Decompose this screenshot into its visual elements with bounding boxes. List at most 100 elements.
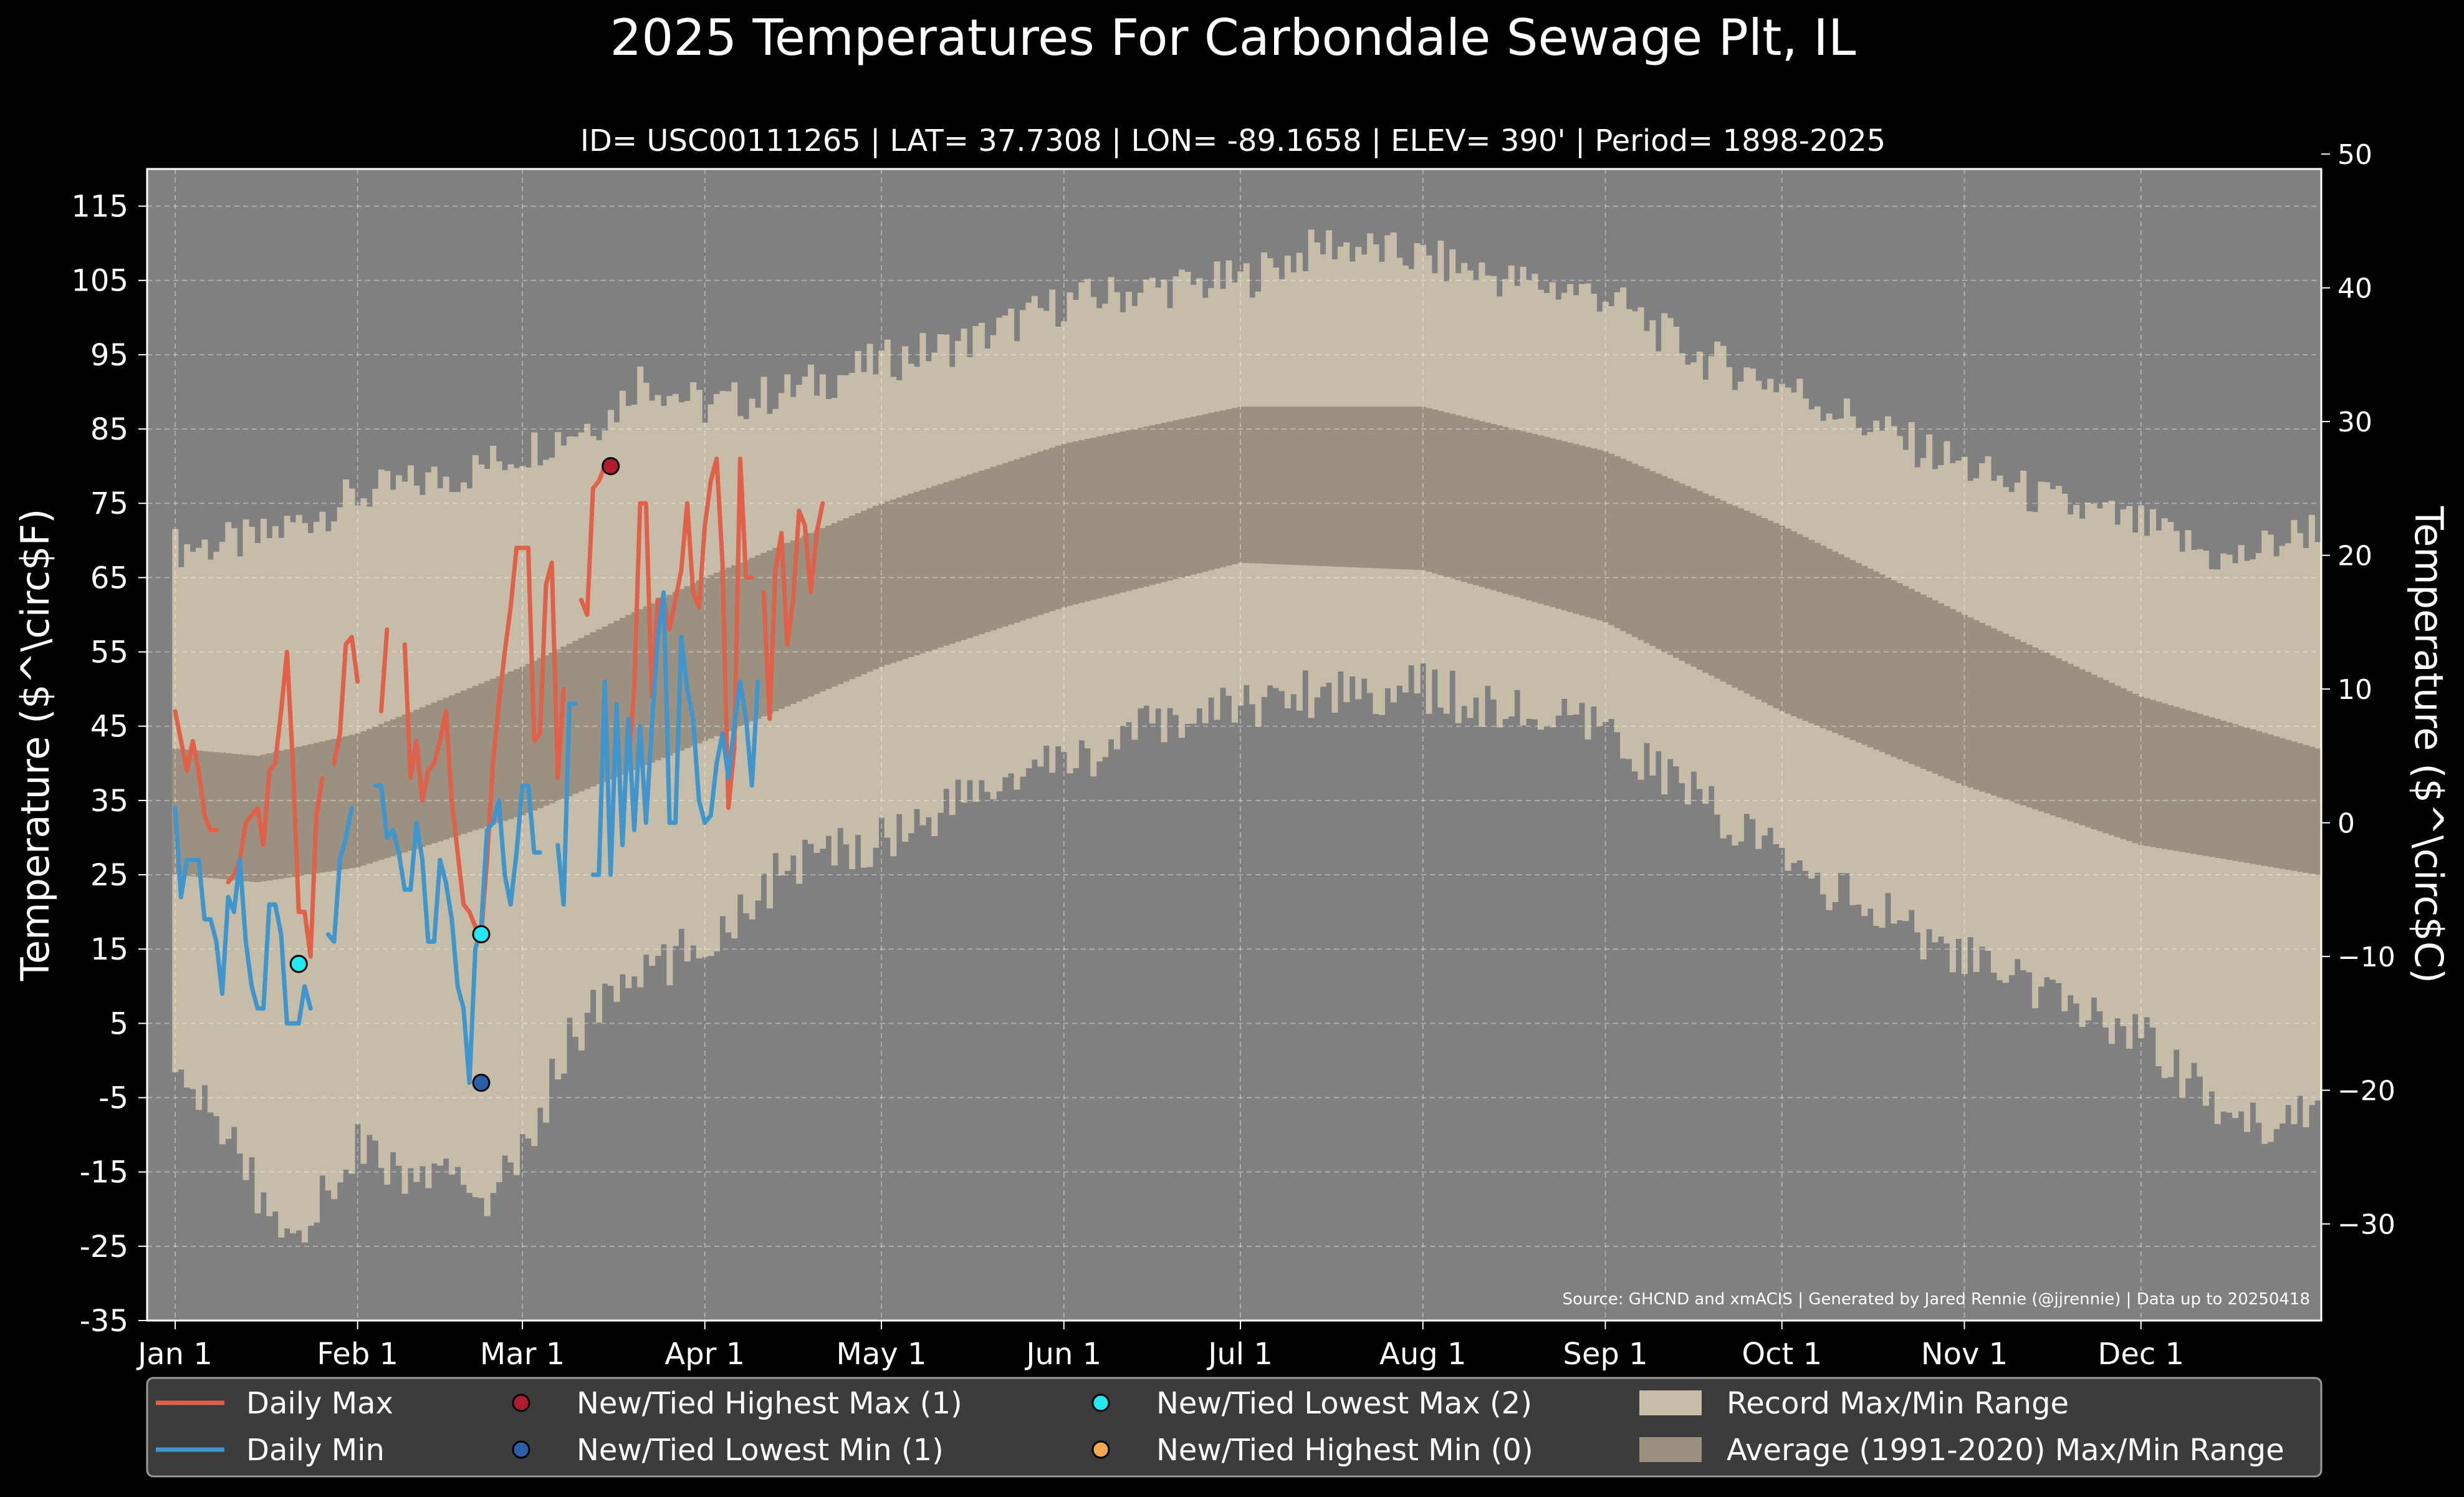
- normal-range-bar: [278, 750, 285, 879]
- normal-range-bar: [513, 669, 520, 817]
- normal-range-bar: [1561, 441, 1568, 611]
- normal-range-bar: [2161, 703, 2168, 849]
- normal-range-bar: [1884, 577, 1892, 755]
- y-left-tick-label: 5: [109, 1006, 128, 1041]
- normal-range-bar: [1102, 435, 1109, 597]
- chart-subtitle: ID= USC00111265 | LAT= 37.7308 | LON= -8…: [580, 123, 1886, 158]
- normal-range-bar: [1167, 421, 1174, 581]
- legend-marker-swatch: [1091, 1440, 1110, 1459]
- normal-range-bar: [1184, 418, 1191, 577]
- x-tick-label: Apr 1: [664, 1337, 745, 1372]
- legend-label-new-tied-lowest-min-1: New/Tied Lowest Min (1): [577, 1433, 944, 1468]
- normal-range-bar: [1637, 466, 1644, 640]
- normal-range-bar: [1049, 448, 1056, 612]
- normal-range-bar: [1596, 450, 1603, 621]
- legend-marker-swatch: [1091, 1394, 1110, 1412]
- normal-range-bar: [1696, 491, 1703, 670]
- normal-range-bar: [1755, 516, 1762, 700]
- normal-range-bar: [1243, 407, 1250, 563]
- normal-range-bar: [1402, 407, 1409, 570]
- normal-range-bar: [949, 480, 956, 644]
- normal-range-bar: [1108, 434, 1115, 595]
- normal-range-bar: [1343, 407, 1350, 567]
- plot-area: Source: GHCND and xmACIS | Generated by …: [146, 168, 2323, 1322]
- normal-range-bar: [2008, 636, 2015, 802]
- normal-range-bar: [1490, 423, 1497, 590]
- normal-range-bar: [348, 734, 355, 869]
- normal-range-bar: [802, 535, 808, 700]
- normal-range-bar: [755, 555, 762, 719]
- normal-range-bar: [337, 737, 343, 870]
- normal-range-bar: [1690, 488, 1697, 667]
- normal-range-bar: [354, 733, 362, 868]
- y-left-tick-label: 85: [90, 412, 128, 447]
- normal-range-bar: [772, 547, 779, 711]
- normal-range-bar: [2202, 715, 2209, 856]
- normal-range-bar: [884, 501, 891, 665]
- normal-range-bar: [2043, 653, 2050, 814]
- normal-range-bar: [1331, 407, 1338, 567]
- normal-range-bar: [1190, 416, 1197, 575]
- normal-range-bar: [625, 615, 632, 773]
- normal-range-bar: [2197, 713, 2203, 855]
- legend-marker-swatch: [512, 1394, 530, 1412]
- normal-range-bar: [666, 595, 673, 756]
- normal-range-bar: [1661, 476, 1668, 652]
- normal-range-bar: [2303, 744, 2309, 873]
- normal-range-bar: [1178, 419, 1185, 578]
- normal-range-bar: [1808, 540, 1815, 724]
- normal-range-bar: [1361, 407, 1368, 568]
- normal-range-bar: [590, 632, 597, 787]
- x-axis-ticks: Jan 1 Feb 1 Mar 1 Apr 1 May 1 Jun 1 Jul 1 Aug 1…: [136, 1321, 2184, 1372]
- normal-range-bar: [1949, 609, 1956, 781]
- normal-range-bar: [696, 580, 702, 744]
- y-right-tick-label: −10: [2337, 941, 2395, 973]
- normal-range-bar: [1237, 407, 1244, 563]
- normal-range-bar: [1302, 407, 1309, 566]
- normal-range-bar: [549, 652, 555, 804]
- normal-range-bar: [1732, 506, 1738, 688]
- normal-range-bar: [1932, 600, 1939, 774]
- normal-range-bar: [837, 521, 844, 685]
- normal-range-bar: [1626, 461, 1632, 634]
- daily-max-line: [173, 709, 219, 832]
- normal-range-bar: [1455, 415, 1462, 580]
- legend-patch-swatch: [1639, 1390, 1702, 1415]
- normal-range-bar: [1390, 407, 1397, 569]
- normal-range-bar: [1143, 426, 1150, 587]
- normal-range-bar: [1261, 407, 1268, 564]
- record-markers: [289, 457, 620, 1092]
- y-axis-left-ticks: 115 105 95 85 75 65 55 45 35 25 15 5 -5 -15 -25 -35: [71, 190, 147, 1339]
- normal-range-bar: [2120, 688, 2127, 839]
- normal-range-bar: [1220, 410, 1227, 567]
- normal-range-bar: [1308, 407, 1315, 566]
- x-tick-label: May 1: [837, 1337, 927, 1372]
- normal-range-bar: [2208, 717, 2215, 857]
- normal-range-bar: [1914, 592, 1921, 767]
- normal-range-bar: [1708, 496, 1715, 676]
- normal-range-bar: [578, 638, 585, 792]
- normal-range-bar: [2190, 712, 2198, 854]
- normal-range-bar: [1643, 468, 1650, 643]
- normal-range-bar: [1944, 606, 1950, 779]
- normal-range-bar: [1196, 415, 1203, 574]
- normal-range-bar: [437, 700, 444, 842]
- normal-range-bar: [1826, 548, 1833, 731]
- normal-range-bar: [654, 600, 661, 761]
- y-left-tick-label: -5: [98, 1081, 128, 1116]
- normal-range-bar: [1325, 407, 1333, 567]
- normal-range-bar: [266, 753, 273, 881]
- normal-range-bar: [713, 572, 721, 736]
- normal-range-bar: [1749, 513, 1756, 697]
- normal-range-bar: [2020, 642, 2027, 806]
- normal-range-bar: [284, 749, 290, 878]
- normal-range-bar: [1602, 451, 1609, 622]
- normal-range-bar: [307, 744, 314, 875]
- legend-marker-swatch: [512, 1440, 530, 1459]
- x-tick-label: Jan 1: [136, 1337, 213, 1372]
- normal-range-bar: [1543, 436, 1550, 605]
- normal-range-bar: [1479, 421, 1485, 587]
- normal-range-bar: [384, 721, 391, 859]
- normal-range-bar: [866, 508, 873, 672]
- normal-range-bar: [1249, 407, 1256, 564]
